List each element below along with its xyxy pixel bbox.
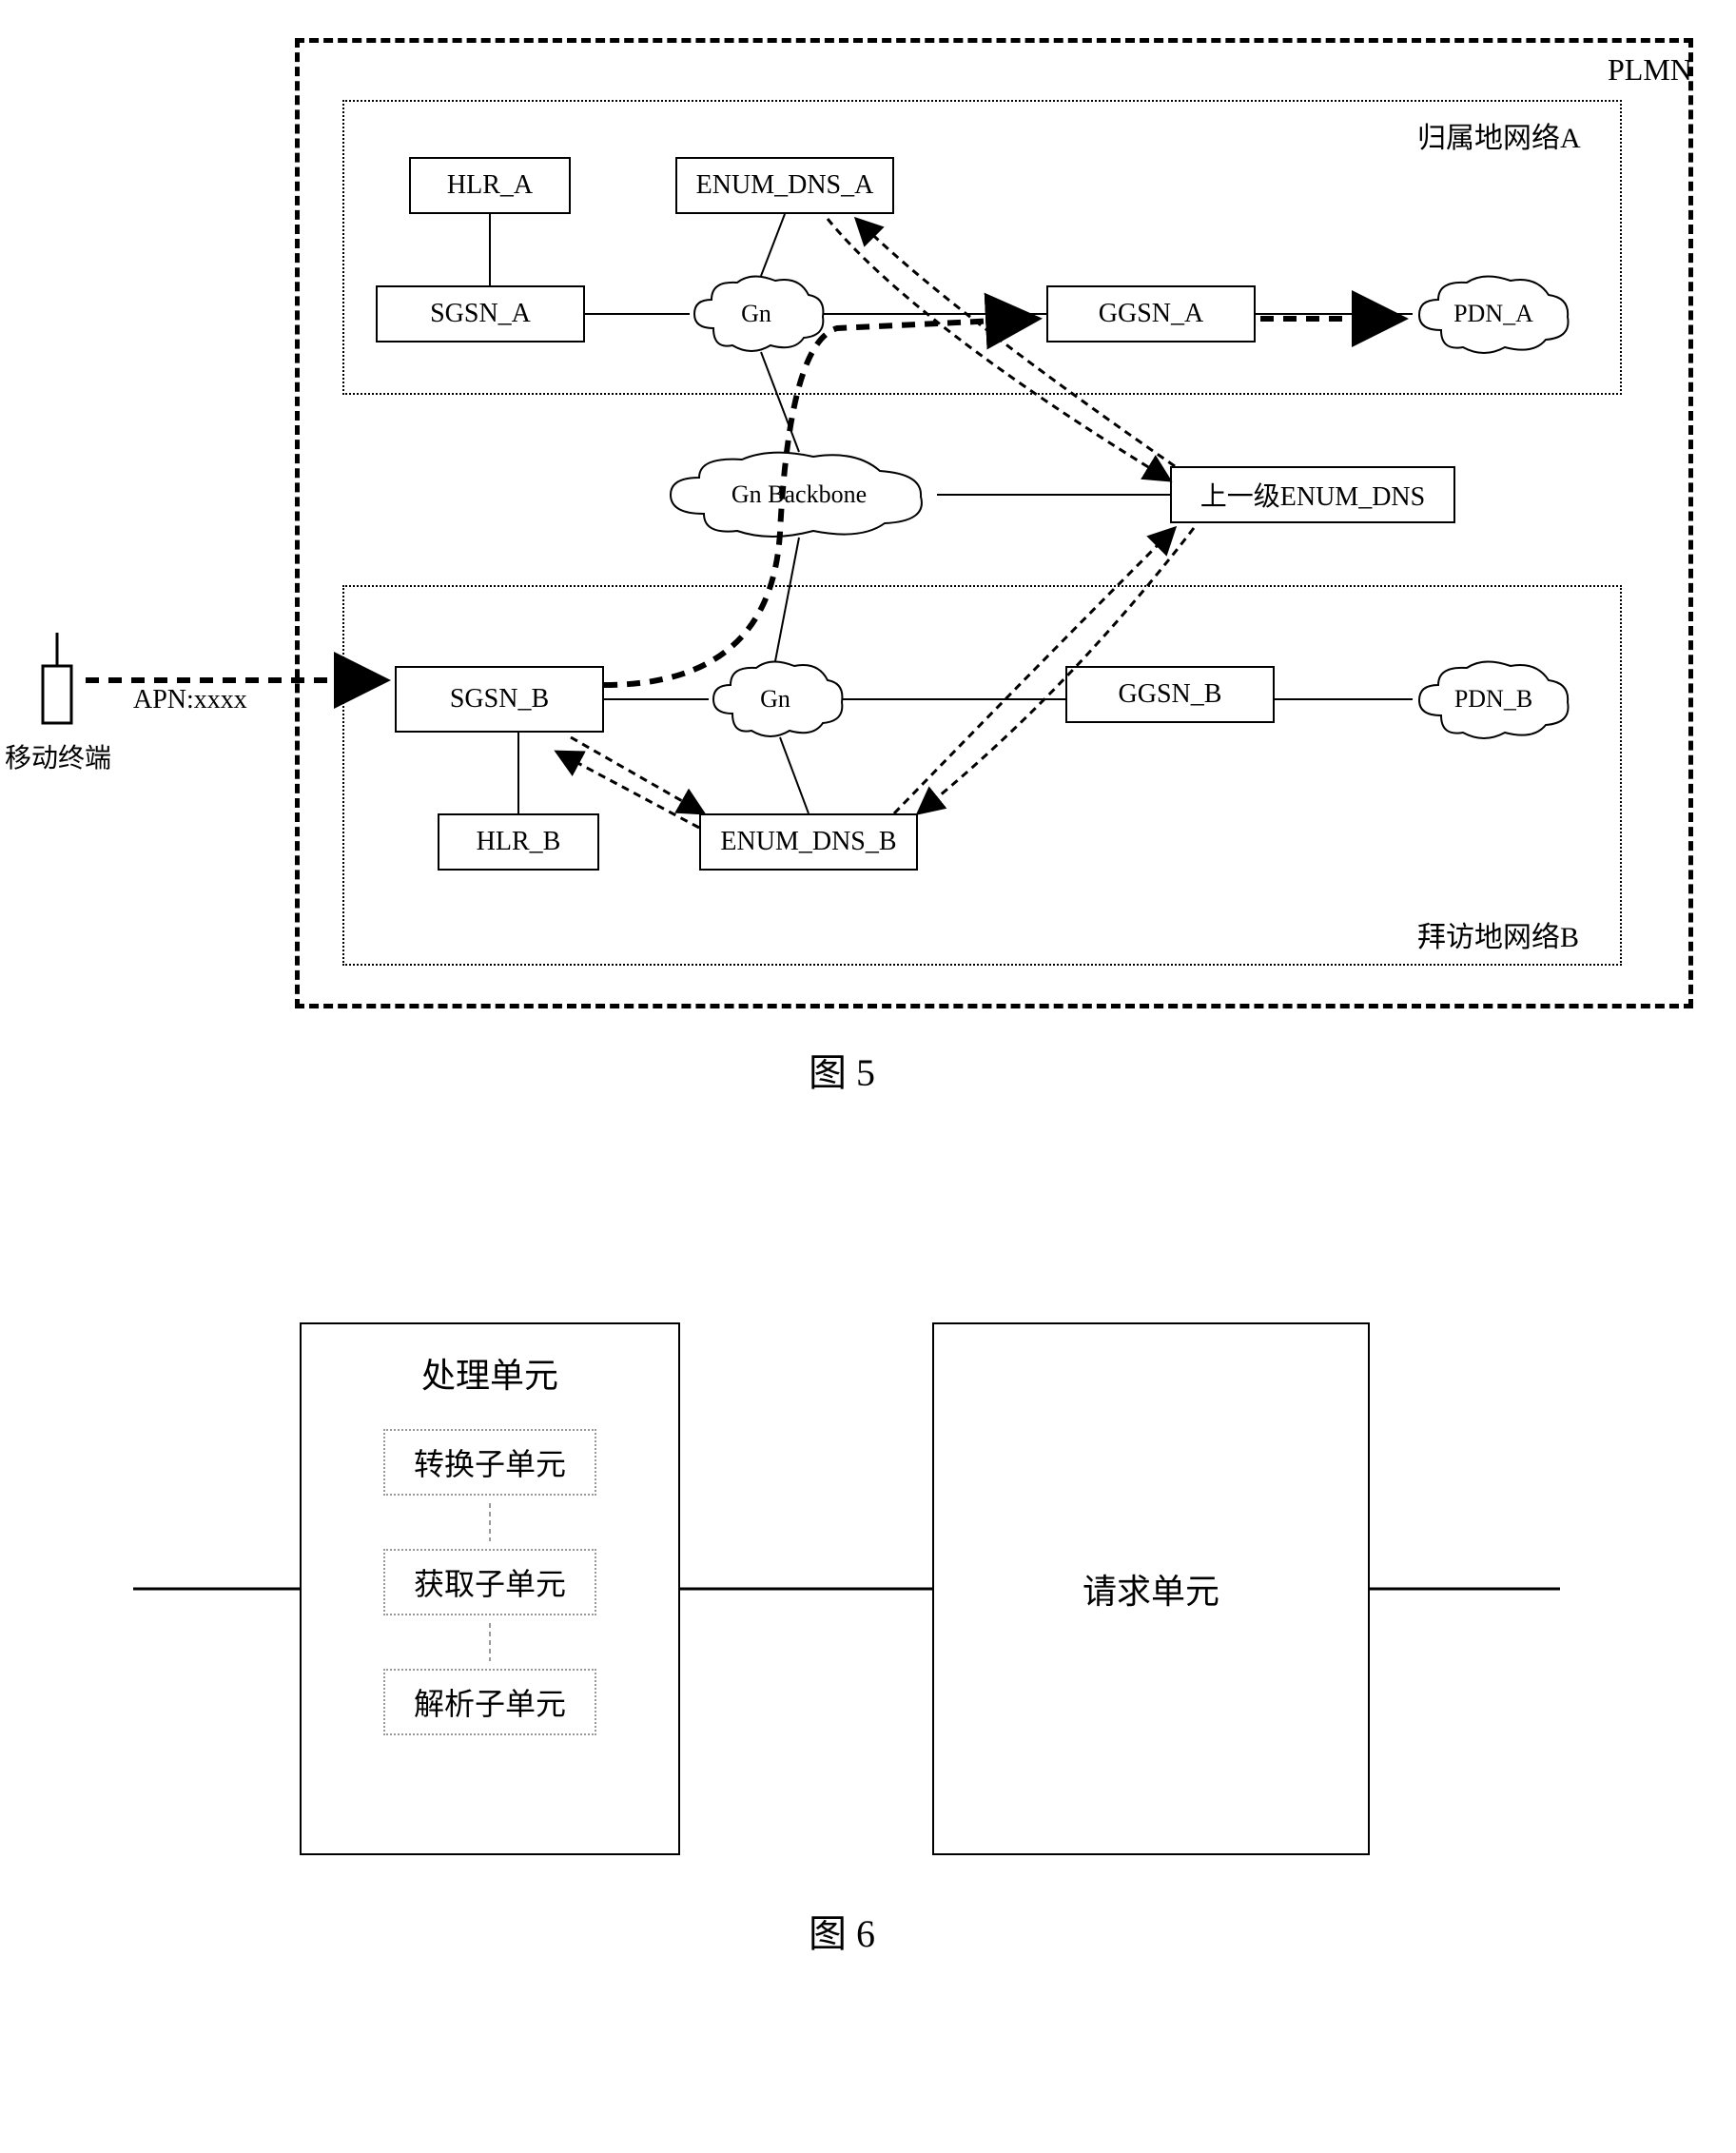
sgsn-a-text: SGSN_A	[430, 299, 531, 329]
enum-dns-a-text: ENUM_DNS_A	[696, 170, 874, 201]
fig6-caption: 图 6	[809, 1903, 875, 1958]
parse-sub-text: 解析子单元	[414, 1687, 566, 1721]
upper-enum-dns-text: 上一级ENUM_DNS	[1200, 476, 1425, 514]
ggsn-a-box: GGSN_A	[1046, 285, 1256, 343]
fig5-caption: 图 5	[809, 1042, 875, 1097]
enum-dns-b-box: ENUM_DNS_B	[699, 813, 918, 871]
upper-enum-dns-box: 上一级ENUM_DNS	[1170, 466, 1455, 523]
hlr-a-text: HLR_A	[447, 170, 533, 201]
pdn-a-cloud: PDN_A	[1408, 271, 1579, 357]
gn-b-text: Gn	[760, 685, 790, 714]
request-unit-box: 请求单元	[932, 1322, 1370, 1855]
convert-sub-box: 转换子单元	[383, 1429, 596, 1496]
mobile-terminal-icon	[29, 628, 86, 737]
parse-sub-box: 解析子单元	[383, 1669, 596, 1735]
acquire-sub-box: 获取子单元	[383, 1549, 596, 1615]
hlr-b-box: HLR_B	[438, 813, 599, 871]
sgsn-a-box: SGSN_A	[376, 285, 585, 343]
sgsn-b-box: SGSN_B	[395, 666, 604, 733]
processing-unit-title: 处理单元	[421, 1348, 558, 1398]
acquire-sub-text: 获取子单元	[414, 1567, 566, 1601]
request-unit-text: 请求单元	[1083, 1564, 1219, 1614]
ggsn-a-text: GGSN_A	[1099, 299, 1203, 329]
gn-a-cloud: Gn	[685, 271, 828, 357]
enum-dns-b-text: ENUM_DNS_B	[720, 827, 896, 857]
processing-unit-box: 处理单元 转换子单元 获取子单元 解析子单元	[300, 1322, 680, 1855]
apn-label: APN:xxxx	[133, 685, 247, 715]
enum-dns-a-box: ENUM_DNS_A	[675, 157, 894, 214]
plmn-label: PLMN	[1608, 52, 1692, 88]
ggsn-b-text: GGSN_B	[1119, 679, 1222, 710]
sub-connector-2	[488, 1623, 492, 1661]
gn-backbone-text: Gn Backbone	[731, 480, 867, 509]
gn-a-text: Gn	[741, 300, 771, 328]
sub-connector-1	[488, 1503, 492, 1541]
convert-sub-text: 转换子单元	[414, 1447, 566, 1481]
ggsn-b-box: GGSN_B	[1065, 666, 1275, 723]
pdn-a-text: PDN_A	[1453, 300, 1533, 328]
gn-b-cloud: Gn	[704, 656, 847, 742]
gn-backbone-cloud: Gn Backbone	[656, 447, 942, 542]
sgsn-b-text: SGSN_B	[450, 684, 549, 714]
mobile-terminal-label: 移动终端	[5, 737, 111, 775]
pdn-b-cloud: PDN_B	[1408, 656, 1579, 742]
network-a-label: 归属地网络A	[1417, 114, 1581, 156]
network-b-border	[342, 585, 1622, 966]
hlr-a-box: HLR_A	[409, 157, 571, 214]
pdn-b-text: PDN_B	[1454, 685, 1532, 714]
network-b-label: 拜访地网络B	[1417, 913, 1579, 955]
hlr-b-text: HLR_B	[477, 827, 561, 857]
